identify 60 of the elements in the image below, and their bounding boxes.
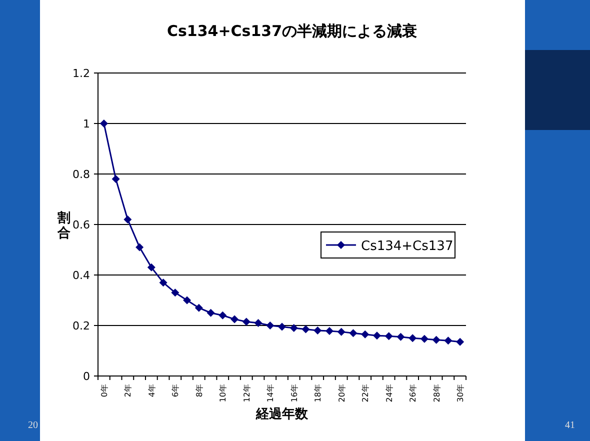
point	[183, 296, 192, 304]
x-tick-label: 10年	[218, 384, 228, 402]
x-tick-label: 24年	[384, 384, 394, 402]
y-tick-label: 0.2	[72, 320, 90, 332]
point	[349, 329, 358, 338]
x-tick-label: 18年	[314, 384, 323, 402]
point	[171, 288, 180, 297]
point	[372, 332, 381, 340]
x-tick-label: 12年	[242, 384, 252, 402]
point	[100, 120, 108, 128]
legend-label: Cs134+Cs137	[361, 239, 454, 254]
y-tick-label: 0.8	[72, 168, 90, 181]
point	[278, 322, 286, 331]
point	[290, 324, 298, 332]
point	[396, 332, 405, 341]
point	[147, 263, 156, 272]
x-tick-label: 0年	[100, 384, 109, 398]
point	[266, 322, 274, 330]
text: 41	[565, 420, 575, 431]
y-tick-label: 0	[83, 370, 90, 383]
y-tick-label: 0.4	[72, 269, 90, 282]
point	[218, 311, 227, 320]
x-tick-label: 30年	[456, 384, 466, 402]
point	[384, 332, 393, 340]
point	[314, 326, 322, 335]
point	[194, 304, 203, 312]
point	[159, 278, 168, 287]
x-tick-label: 26年	[408, 384, 418, 402]
point	[444, 336, 452, 345]
x-tick-label: 8年	[194, 384, 204, 398]
point	[432, 336, 440, 344]
point	[124, 215, 132, 224]
x-tick-label: 14年	[266, 384, 276, 402]
point	[230, 315, 239, 324]
point	[242, 318, 250, 326]
point	[325, 327, 334, 336]
x-tick-label: 2年	[124, 384, 133, 398]
point	[337, 328, 346, 336]
y-tick-label: 0.6	[72, 218, 90, 232]
x-tick-label: 6年	[171, 384, 180, 398]
point	[408, 334, 417, 342]
point	[420, 334, 428, 343]
text: 20	[28, 420, 38, 431]
point	[302, 325, 310, 334]
chart-title: Cs134+Cs137の半減期による減衰	[166, 22, 418, 40]
y-axis-title: 割合	[56, 210, 70, 241]
y-tick-label: 1.2	[72, 67, 90, 80]
point	[206, 308, 215, 317]
x-tick-label: 16年	[290, 384, 299, 402]
point	[456, 338, 464, 346]
x-axis-title: 経過年数	[255, 407, 309, 422]
x-tick-label: 4年	[147, 384, 156, 398]
x-tick-label: 28年	[432, 384, 442, 402]
point	[112, 175, 120, 184]
x-tick-label: 20年	[337, 384, 346, 402]
point	[361, 330, 370, 338]
point	[254, 318, 262, 327]
y-tick-label: 1	[83, 118, 90, 130]
point	[136, 243, 144, 252]
x-tick-label: 22年	[361, 384, 370, 402]
